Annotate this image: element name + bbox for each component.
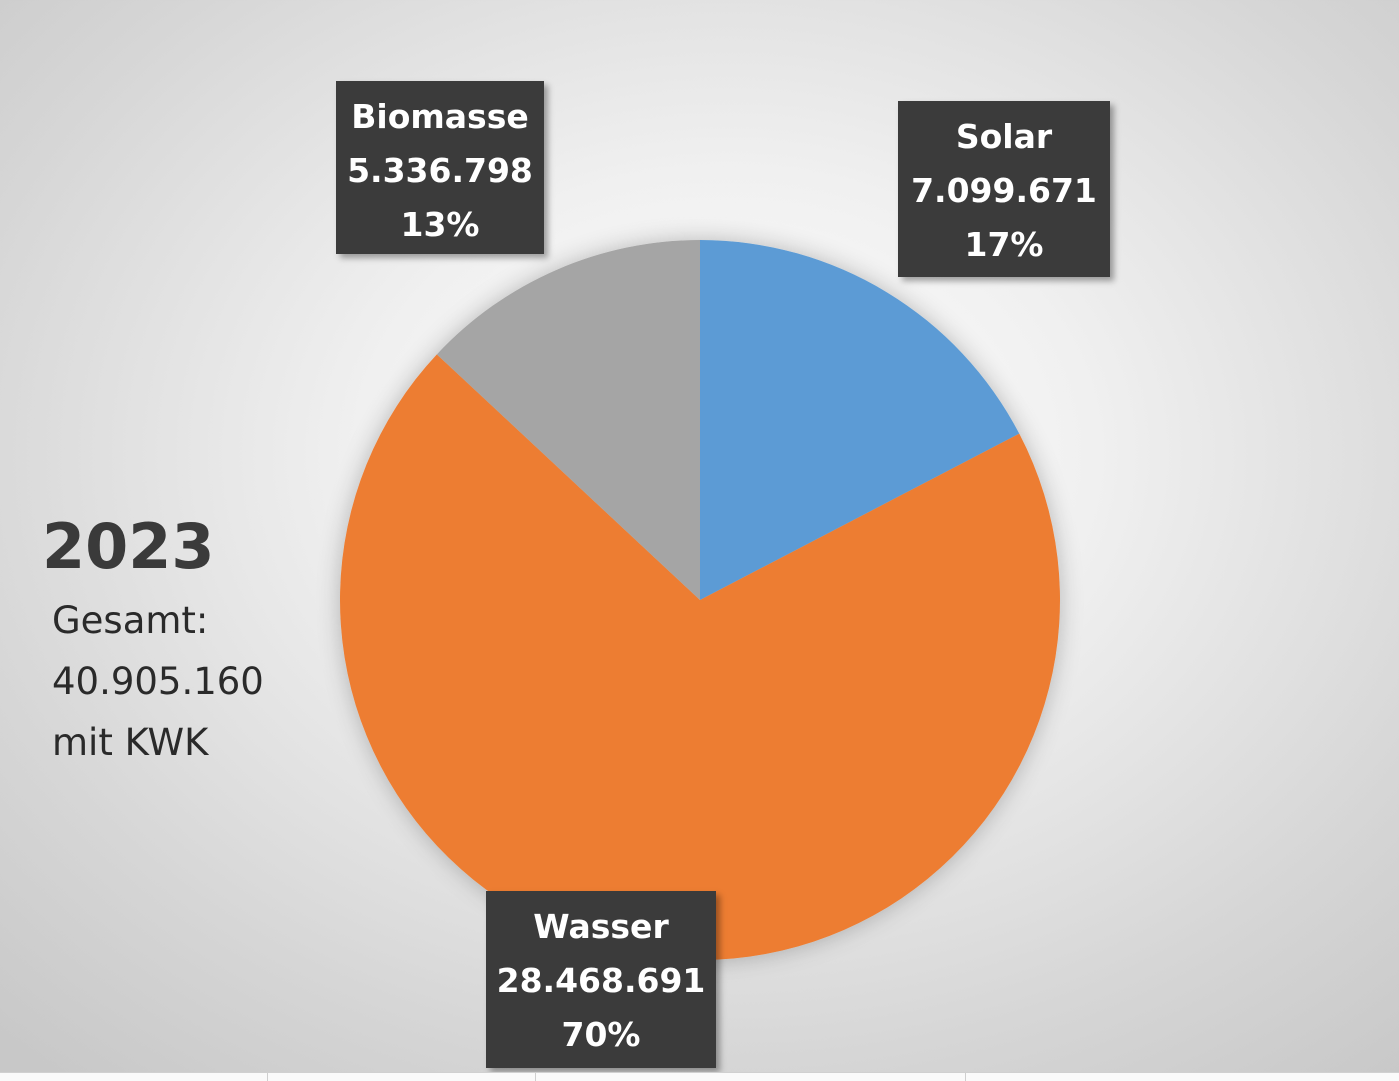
data-label-biomasse: Biomasse 5.336.798 13%	[336, 81, 544, 254]
label-percent: 70%	[561, 1015, 641, 1054]
pie-slice-biomasse	[436, 240, 700, 600]
subtitle-line: Gesamt:	[52, 599, 209, 642]
pie-slice-wasser	[340, 354, 1060, 961]
subtitle-line: mit KWK	[52, 721, 209, 764]
sheet-grid-strip	[0, 1072, 1399, 1081]
pie-slice-solar	[700, 240, 1020, 600]
subtitle-line: 40.905.160	[52, 660, 264, 703]
label-value: 7.099.671	[911, 171, 1097, 210]
label-value: 5.336.798	[347, 151, 533, 190]
grid-divider	[535, 1073, 536, 1081]
label-value: 28.468.691	[496, 961, 706, 1000]
data-label-solar: Solar 7.099.671 17%	[898, 101, 1110, 277]
data-label-wasser: Wasser 28.468.691 70%	[486, 891, 716, 1068]
grid-divider	[965, 1073, 966, 1081]
label-percent: 17%	[964, 225, 1044, 264]
label-name: Solar	[955, 117, 1053, 156]
label-name: Biomasse	[351, 97, 529, 136]
chart-subtitle: Gesamt: 40.905.160 mit KWK	[52, 590, 264, 773]
label-percent: 13%	[400, 205, 480, 244]
label-name: Wasser	[533, 907, 669, 946]
grid-divider	[267, 1073, 268, 1081]
chart-title: 2023	[42, 510, 215, 583]
